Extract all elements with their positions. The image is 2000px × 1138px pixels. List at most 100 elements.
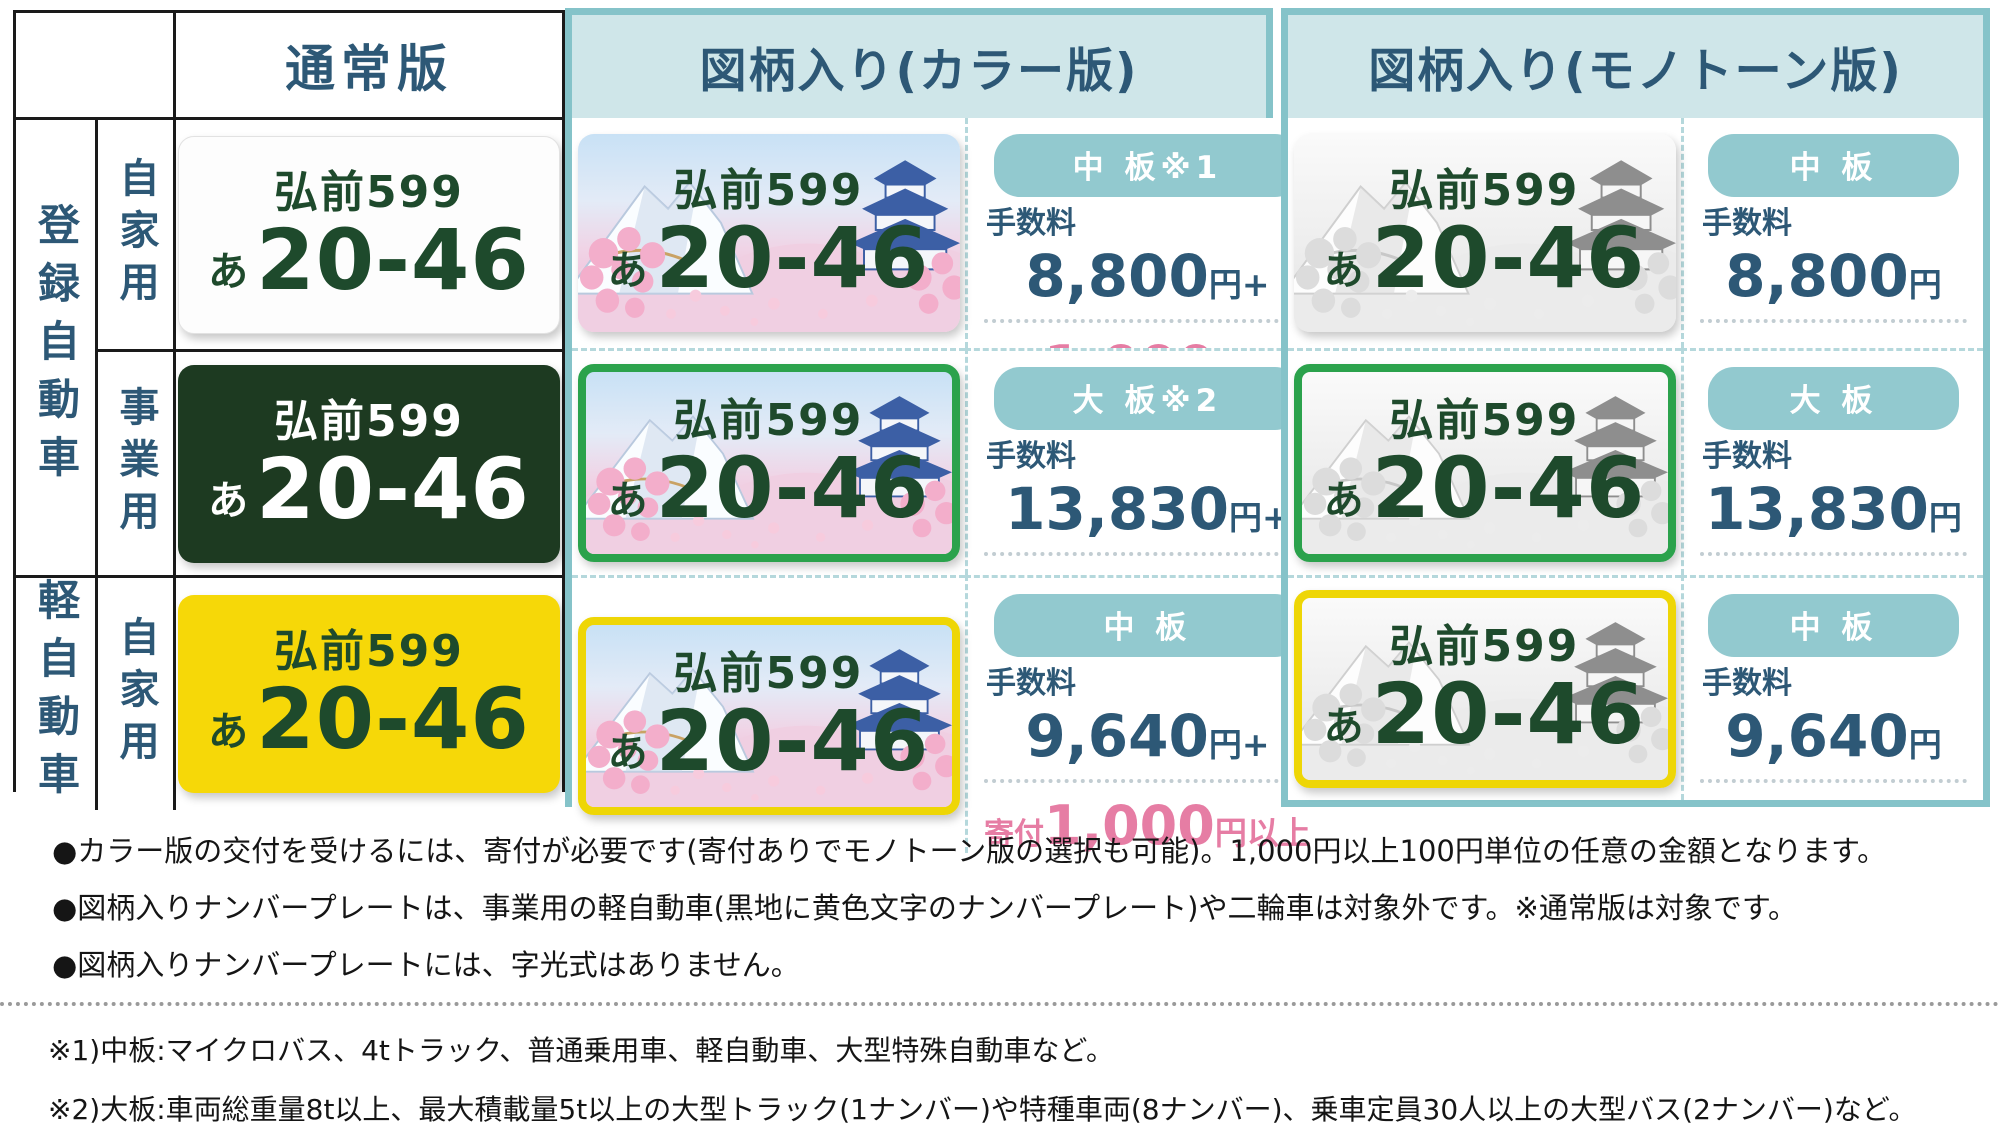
fee-unit: 円 bbox=[1908, 725, 1942, 764]
plate-number-line: あ 20-46 bbox=[607, 446, 930, 530]
fee-unit: 円 bbox=[1928, 498, 1962, 537]
note-excluded-vehicles: ●図柄入りナンバープレートは、事業用の軽自動車(黒地に黄色文字のナンバープレート… bbox=[52, 890, 1797, 925]
plate-region-text: 弘前599 bbox=[274, 166, 464, 218]
row-label-business-use: 事業用 bbox=[98, 352, 176, 578]
fee-unit: 円+ bbox=[1208, 725, 1270, 764]
fee-box: 中 板 手数料 8,800円 bbox=[1684, 118, 1983, 323]
fee-number: 8,800 bbox=[1025, 242, 1209, 310]
plate-kana: あ bbox=[1323, 703, 1364, 750]
dotted-separator bbox=[984, 552, 1311, 556]
row-group-label: 登録自動車 bbox=[31, 202, 81, 493]
fee-amount: 8,800円+ bbox=[984, 247, 1311, 305]
plate-kana: あ bbox=[208, 708, 249, 755]
fee-amount: 9,640円 bbox=[1700, 707, 1967, 765]
row-label-kei-private-use: 自家用 bbox=[98, 578, 176, 810]
fee-box: 中 板 手数料 9,640円 bbox=[1684, 578, 1983, 783]
plate-number: 20-46 bbox=[256, 670, 530, 769]
use-type-label: 自家用 bbox=[112, 156, 159, 313]
dotted-separator bbox=[984, 319, 1311, 323]
note-no-illuminated: ●図柄入りナンバープレートには、字光式はありません。 bbox=[52, 947, 800, 982]
fee-number: 13,830 bbox=[1705, 475, 1929, 543]
plate-number: 20-46 bbox=[655, 691, 930, 790]
fee-box: 中 板 手数料 9,640円+ 寄付1,000円以上 bbox=[968, 578, 1327, 853]
fee-label: 手数料 bbox=[1702, 206, 1792, 241]
plate-kana: あ bbox=[208, 478, 249, 525]
donation-suffix: 円以上 bbox=[1214, 814, 1311, 852]
plate-region-text: 弘前599 bbox=[1389, 165, 1580, 217]
plate-number: 20-46 bbox=[1371, 665, 1646, 764]
fee-amount: 13,830円 bbox=[1700, 480, 1967, 538]
dotted-separator bbox=[1700, 779, 1967, 783]
footnotes-section: ※1)中板:マイクロバス、4tトラック、普通乗用車、軽自動車、大型特殊自動車など… bbox=[48, 1034, 1916, 1138]
license-plate-normal-business: 弘前599 あ 20-46 bbox=[178, 364, 560, 563]
plate-region-text: 弘前599 bbox=[274, 395, 464, 447]
fee-number: 9,640 bbox=[1725, 702, 1909, 770]
fee-unit: 円+ bbox=[1208, 265, 1270, 304]
donation-line: 寄付1,000円以上 bbox=[984, 799, 1311, 853]
column-header-normal: 通常版 bbox=[176, 13, 562, 120]
license-plate-normal-kei: 弘前599 あ 20-46 bbox=[178, 595, 560, 793]
plate-size-badge: 中 板 bbox=[993, 594, 1302, 657]
fee-cell-mono-business: 大 板 手数料 13,830円 bbox=[1681, 348, 1983, 575]
fee-label: 手数料 bbox=[986, 666, 1076, 701]
plate-number-line: あ 20-46 bbox=[1323, 665, 1646, 764]
design-monotone-panel-body: 弘前599 あ 20-46 中 板 手数料 8,800円 bbox=[1288, 118, 1983, 800]
license-plate-design-mono-kei: 弘前599 あ 20-46 bbox=[1293, 590, 1676, 788]
plate-size-badge: 中 板 bbox=[1708, 594, 1959, 657]
design-color-panel-body: 弘前599 あ 20-46 中 板※1 手数料 8,800円+ 寄付1,000円… bbox=[572, 118, 1327, 853]
fee-label: 手数料 bbox=[1702, 666, 1792, 701]
fee-cell-mono-kei: 中 板 手数料 9,640円 bbox=[1681, 575, 1983, 800]
fee-cell-mono-private: 中 板 手数料 8,800円 bbox=[1681, 118, 1983, 348]
plate-number-line: あ 20-46 bbox=[208, 670, 530, 769]
plate-number-line: あ 20-46 bbox=[1323, 216, 1646, 300]
donation-prefix: 寄付 bbox=[984, 817, 1044, 852]
fee-amount: 8,800円 bbox=[1700, 247, 1967, 305]
plate-cell-mono-business: 弘前599 あ 20-46 bbox=[1288, 348, 1681, 575]
plate-size-badge: 大 板※2 bbox=[993, 367, 1302, 430]
license-plate-design-color-business: 弘前599 あ 20-46 bbox=[577, 364, 960, 562]
plate-cell-color-kei: 弘前599 あ 20-46 bbox=[572, 575, 965, 853]
fee-number: 13,830 bbox=[1005, 475, 1229, 543]
license-plate-normal-private: 弘前599 あ 20-46 bbox=[178, 135, 560, 334]
note-donation-required: ●カラー版の交付を受けるには、寄付が必要です(寄付ありでモノトーン版の選択も可能… bbox=[52, 834, 1887, 868]
plate-kana: あ bbox=[1323, 247, 1364, 294]
plate-region-text: 弘前599 bbox=[673, 165, 864, 217]
row-group-label: 軽自動車 bbox=[31, 578, 81, 810]
license-plate-design-mono-private: 弘前599 あ 20-46 bbox=[1293, 134, 1676, 332]
plate-kana: あ bbox=[607, 730, 648, 777]
design-color-panel: 図柄入り(カラー版) 弘前599 あ 20-46 中 板※1 手数料 8,800… bbox=[565, 8, 1327, 853]
plate-number: 20-46 bbox=[655, 209, 930, 308]
fee-cell-color-private: 中 板※1 手数料 8,800円+ 寄付1,000円以上 bbox=[965, 118, 1327, 393]
design-monotone-panel: 図柄入り(モノトーン版) 弘前599 あ 20-46 中 板 手数料 8,800… bbox=[1281, 8, 1990, 807]
plate-region-text: 弘前599 bbox=[274, 626, 464, 678]
use-type-label: 事業用 bbox=[112, 385, 159, 542]
table-corner-cell bbox=[16, 13, 176, 120]
plate-size-badge: 大 板 bbox=[1708, 367, 1959, 430]
license-plate-design-mono-business: 弘前599 あ 20-46 bbox=[1293, 364, 1676, 562]
row-group-registered-vehicles: 登録自動車 bbox=[16, 120, 98, 578]
license-plate-design-color-kei: 弘前599 あ 20-46 bbox=[577, 616, 960, 815]
plate-cell-normal-private: 弘前599 あ 20-46 bbox=[176, 120, 562, 352]
plate-number-line: あ 20-46 bbox=[208, 439, 530, 538]
plate-region-text: 弘前599 bbox=[673, 647, 864, 699]
plate-kana: あ bbox=[607, 477, 648, 524]
dotted-separator bbox=[1700, 552, 1967, 556]
plate-cell-normal-business: 弘前599 あ 20-46 bbox=[176, 352, 562, 578]
plate-size-badge: 中 板※1 bbox=[993, 134, 1302, 197]
use-type-label: 自家用 bbox=[112, 616, 159, 772]
fee-cell-color-business: 大 板※2 手数料 13,830円+ 寄付1,000円以上 bbox=[965, 348, 1327, 626]
plate-cell-normal-kei: 弘前599 あ 20-46 bbox=[176, 578, 562, 810]
plate-number-line: あ 20-46 bbox=[1324, 439, 1646, 538]
footnote-medium-plate: ※1)中板:マイクロバス、4tトラック、普通乗用車、軽自動車、大型特殊自動車など… bbox=[48, 1034, 1114, 1067]
plate-number-line: あ 20-46 bbox=[208, 218, 530, 302]
fee-box: 大 板 手数料 13,830円 bbox=[1684, 351, 1983, 556]
plate-size-badge: 中 板 bbox=[1708, 134, 1959, 197]
plate-region-text: 弘前599 bbox=[1389, 395, 1580, 447]
fee-label: 手数料 bbox=[986, 439, 1076, 474]
plate-number: 20-46 bbox=[256, 439, 530, 538]
plate-number: 20-46 bbox=[1371, 439, 1646, 538]
fee-number: 8,800 bbox=[1725, 242, 1909, 310]
fee-label: 手数料 bbox=[986, 206, 1076, 241]
row-label-private-use: 自家用 bbox=[98, 120, 176, 352]
